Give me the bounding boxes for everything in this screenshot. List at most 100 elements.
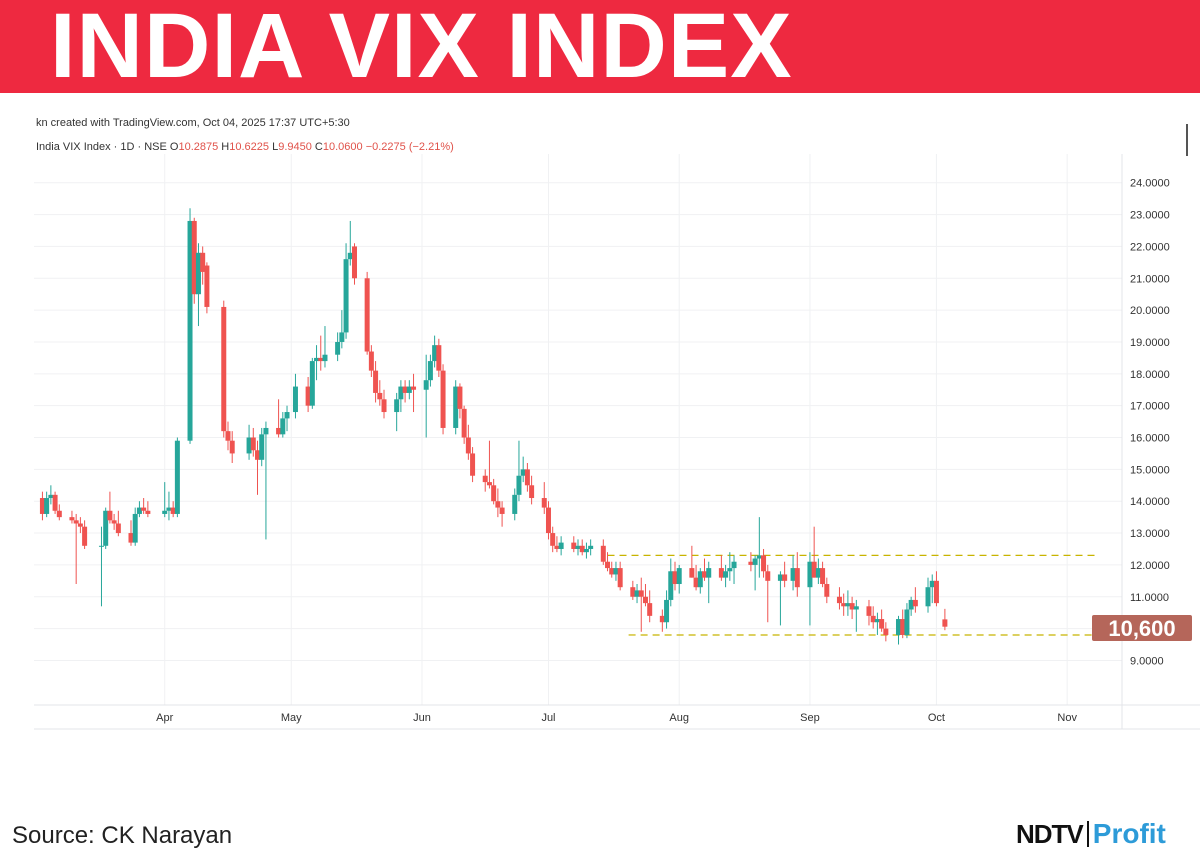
candle-body — [309, 361, 315, 406]
ndtv-profit-logo: NDTV Profit — [1016, 818, 1166, 854]
candle-up — [807, 552, 813, 626]
candle-body — [895, 619, 901, 635]
candle-down — [318, 335, 324, 371]
high-value: 10.6225 — [229, 141, 270, 153]
candle-body — [929, 580, 935, 588]
scrollbar[interactable] — [1186, 124, 1188, 156]
candles — [39, 208, 948, 645]
candle-body — [912, 599, 918, 607]
y-tick-label: 13.0000 — [1130, 528, 1170, 540]
candle-body — [39, 498, 45, 514]
x-tick-label: Jun — [413, 712, 431, 724]
candle-up — [723, 564, 729, 588]
candle-up — [634, 584, 640, 604]
candle-up — [516, 440, 522, 502]
candle-down — [39, 491, 45, 521]
candle-body — [904, 609, 910, 635]
candle-down — [942, 608, 948, 631]
candle-down — [849, 596, 855, 620]
candle-body — [314, 357, 320, 362]
candle-body — [347, 252, 353, 260]
candle-down — [642, 584, 648, 607]
candle-up — [427, 354, 433, 387]
candle-up — [583, 542, 589, 559]
candle-body — [73, 520, 79, 524]
candle-down — [115, 510, 121, 537]
candle-down — [605, 552, 611, 572]
y-tick-label: 23.0000 — [1130, 210, 1170, 222]
open-label: O — [169, 141, 179, 153]
y-tick-label: 15.0000 — [1130, 464, 1170, 476]
candle-body — [731, 561, 737, 569]
candle-down — [870, 606, 876, 629]
candle-up — [292, 373, 298, 419]
candle-body — [550, 533, 556, 546]
candle-up — [339, 310, 345, 349]
candle-body — [69, 517, 75, 521]
banner-title: INDIA VIX INDEX — [50, 0, 793, 97]
candle-down — [782, 561, 788, 588]
candle-body — [676, 568, 682, 585]
candle-body — [706, 568, 712, 578]
candle-body — [756, 555, 762, 559]
candle-body — [516, 475, 522, 495]
candle-body — [811, 561, 817, 578]
candle-body — [900, 619, 906, 635]
candle-down — [111, 513, 117, 530]
candle-body — [284, 412, 290, 419]
x-axis: Apr May Jun Jul Aug Sep Oct Nov — [156, 712, 1077, 724]
x-tick-label: Oct — [928, 712, 945, 724]
candle-down — [368, 345, 374, 378]
candle-body — [879, 619, 885, 629]
candle-down — [351, 243, 357, 285]
candle-body — [255, 450, 261, 460]
high-label: H — [221, 141, 230, 153]
y-tick-label: 22.0000 — [1130, 241, 1170, 253]
candle-body — [672, 571, 678, 585]
candle-up — [697, 568, 703, 594]
candle-body — [486, 482, 492, 486]
candle-up — [132, 507, 138, 546]
candle-body — [866, 606, 872, 616]
candle-up — [575, 539, 581, 556]
candle-body — [638, 590, 644, 597]
candle-body — [600, 545, 606, 562]
candle-up — [314, 345, 320, 381]
candle-body — [571, 542, 577, 549]
x-tick-label: May — [281, 712, 302, 724]
candle-body — [845, 603, 851, 607]
candle-body — [790, 568, 796, 581]
y-tick-label: 17.0000 — [1130, 401, 1170, 413]
candle-body — [874, 619, 880, 623]
candle-body — [339, 332, 345, 342]
candle-body — [748, 561, 754, 565]
candle-up — [347, 220, 353, 266]
candle-body — [351, 246, 357, 279]
candle-body — [457, 386, 463, 409]
candle-down — [56, 504, 62, 521]
candle-down — [524, 462, 530, 492]
candle-body — [305, 386, 311, 406]
y-tick-label: 9.0000 — [1130, 655, 1164, 667]
candle-body — [136, 507, 142, 514]
source-credit: Source: CK Narayan — [12, 822, 233, 849]
x-tick-label: Nov — [1057, 712, 1077, 724]
candle-down — [145, 501, 151, 518]
candle-up — [432, 335, 438, 368]
candle-up — [423, 354, 429, 438]
candle-body — [145, 510, 151, 514]
open-value: 10.2875 — [178, 141, 219, 153]
candle-down — [659, 609, 665, 632]
candle-down — [141, 498, 147, 514]
candle-body — [583, 548, 589, 553]
candle-body — [103, 510, 109, 546]
candle-down — [495, 488, 501, 518]
candle-up — [280, 412, 286, 438]
grid-lines — [34, 154, 1200, 730]
y-tick-label: 19.0000 — [1130, 337, 1170, 349]
candle-body — [668, 571, 674, 600]
candle-up — [731, 555, 737, 585]
candle-body — [221, 306, 227, 432]
candle-up — [259, 427, 265, 467]
candle-body — [545, 507, 551, 534]
